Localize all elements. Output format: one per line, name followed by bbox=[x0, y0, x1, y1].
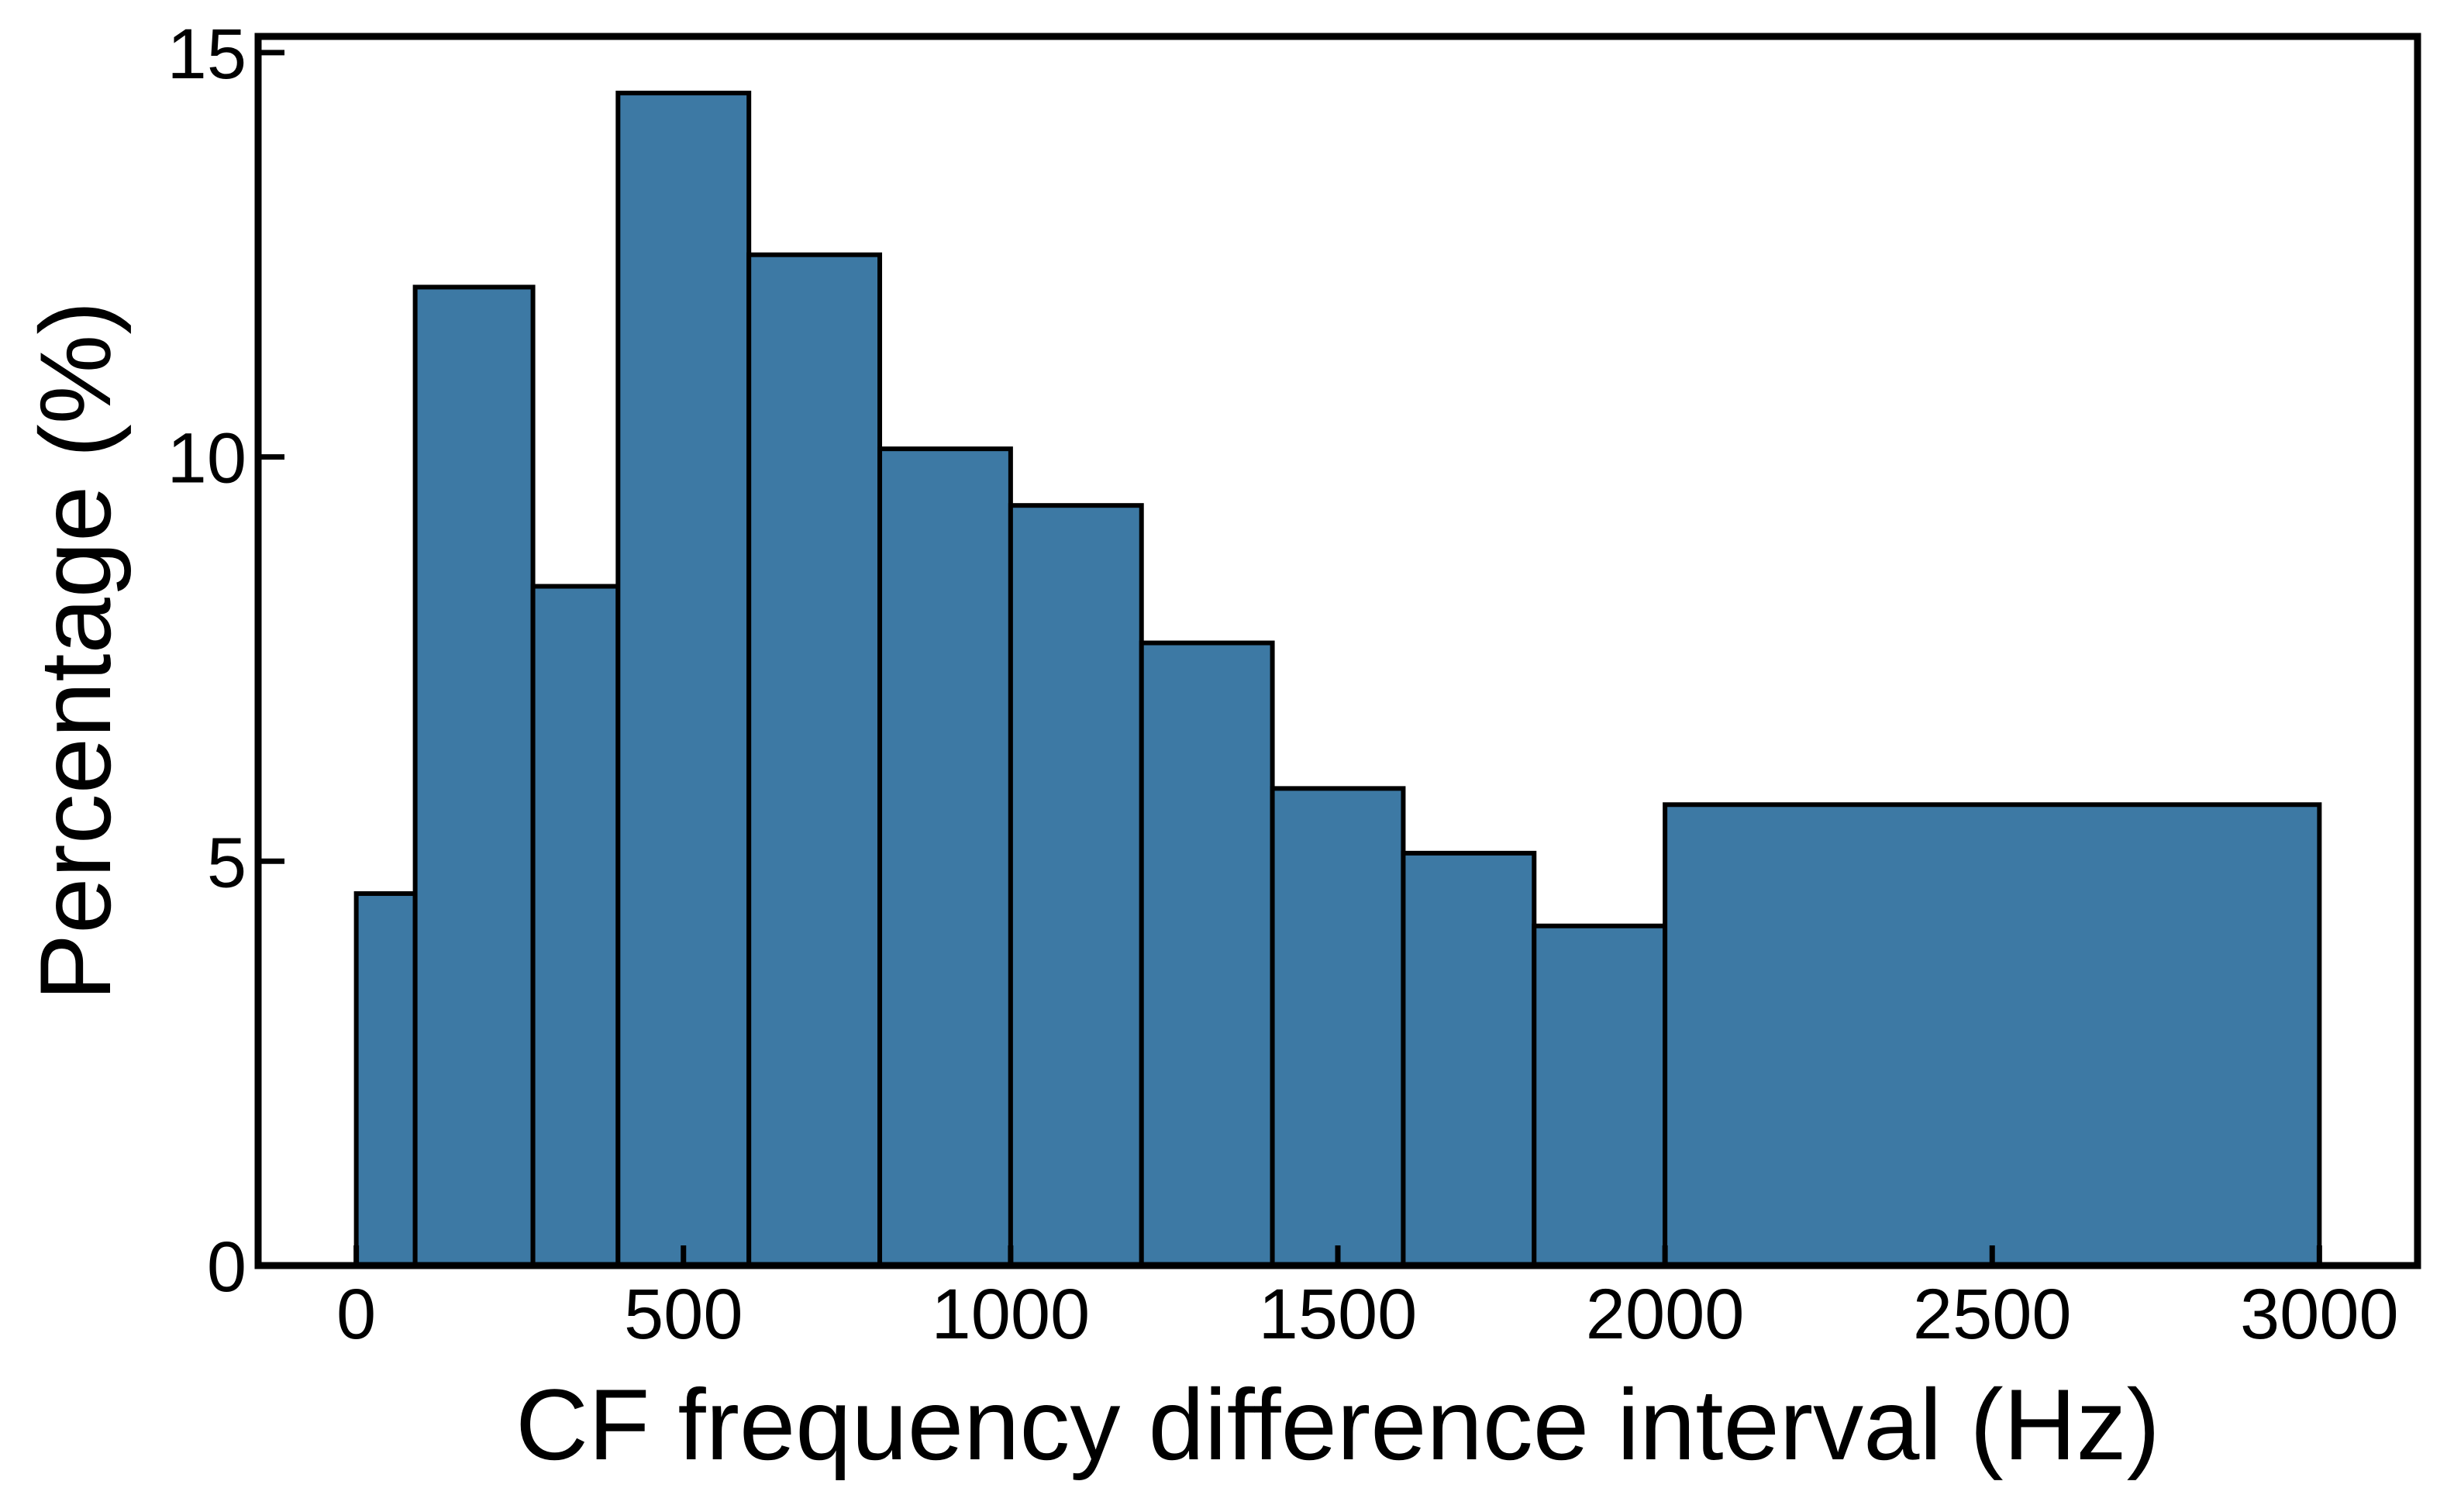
y-tick-label-1: 5 bbox=[207, 823, 246, 902]
histogram-bar-5 bbox=[877, 446, 1013, 1268]
x-tick-label-4: 2000 bbox=[1586, 1275, 1745, 1354]
y-tick-label-2: 10 bbox=[167, 419, 246, 498]
x-tick-label-1: 500 bbox=[624, 1275, 743, 1354]
y-axis-title: Percentage (%) bbox=[19, 301, 132, 1001]
x-tick-label-0: 0 bbox=[336, 1275, 376, 1354]
x-tick-label-5: 2500 bbox=[1913, 1275, 2072, 1354]
bars-layer bbox=[353, 91, 2322, 1269]
y-tick-label-3: 15 bbox=[167, 15, 246, 94]
x-tick-label-2: 1000 bbox=[932, 1275, 1091, 1354]
histogram-bar-6 bbox=[1008, 503, 1144, 1268]
histogram-bar-11 bbox=[1663, 802, 2322, 1268]
histogram-bar-2 bbox=[530, 584, 621, 1268]
histogram-bar-4 bbox=[746, 252, 883, 1269]
histogram-bar-9 bbox=[1401, 850, 1537, 1268]
x-axis-title: CF frequency difference interval (Hz) bbox=[515, 1368, 2160, 1481]
x-tick-label-6: 3000 bbox=[2240, 1275, 2399, 1354]
x-tick-label-3: 1500 bbox=[1259, 1275, 1418, 1354]
histogram-bar-3 bbox=[615, 91, 752, 1269]
tick-labels-layer: 0 500 1000 1500 2000 2500 3000 0 5 10 15 bbox=[167, 15, 2399, 1354]
y-tick-label-0: 0 bbox=[207, 1228, 246, 1307]
histogram-bar-0 bbox=[353, 891, 418, 1269]
histogram-bar-8 bbox=[1270, 786, 1406, 1268]
histogram-bar-10 bbox=[1532, 923, 1668, 1269]
histogram-bar-1 bbox=[412, 284, 536, 1268]
plot-frame bbox=[254, 33, 2421, 1269]
histogram-bar-7 bbox=[1139, 640, 1275, 1268]
